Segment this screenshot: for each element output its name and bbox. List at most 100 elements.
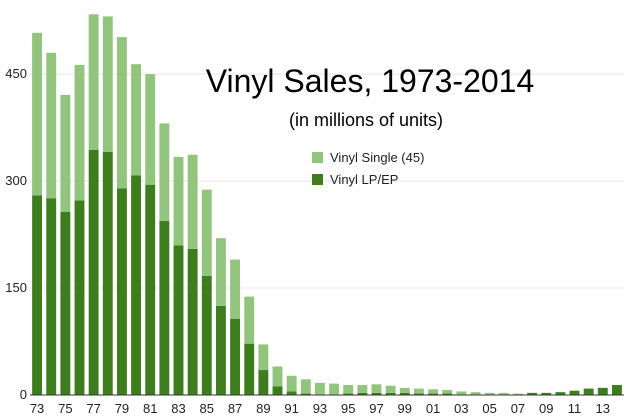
x-axis-ticks: 73 75 77 79 81 83 85 87 89 91 93 95 97 99 01 03 05 07 09 11… — [30, 401, 610, 416]
chart-subtitle: (in millions of units) — [289, 110, 443, 130]
bar-single-45 — [60, 94, 71, 212]
bar-lp-ep — [102, 151, 113, 395]
bar-single-45 — [498, 392, 509, 395]
x-tick-label: 79 — [115, 401, 129, 416]
x-tick-label: 75 — [58, 401, 72, 416]
bar-single-45 — [187, 154, 198, 249]
bar-lp-ep — [286, 391, 297, 395]
bar-single-45 — [399, 387, 410, 393]
bar-lp-ep — [131, 175, 142, 395]
x-tick-label: 95 — [341, 401, 355, 416]
bar-lp-ep — [583, 388, 594, 395]
legend-label-single: Vinyl Single (45) — [330, 150, 424, 165]
bar-single-45 — [343, 385, 354, 394]
bar-lp-ep — [555, 392, 566, 395]
bar-single-45 — [244, 296, 255, 344]
legend-swatch-lp — [312, 174, 323, 185]
x-tick-label: 01 — [426, 401, 440, 416]
bars — [32, 14, 622, 395]
bar-lp-ep — [201, 275, 212, 395]
bar-single-45 — [131, 64, 142, 176]
bar-lp-ep — [371, 392, 382, 395]
bar-single-45 — [159, 123, 170, 222]
bar-single-45 — [442, 390, 453, 394]
x-tick-label: 09 — [539, 401, 553, 416]
bar-single-45 — [456, 391, 467, 395]
bar-lp-ep — [442, 393, 453, 395]
chart-title: Vinyl Sales, 1973-2014 — [206, 63, 535, 99]
bar-lp-ep — [74, 200, 85, 395]
x-tick-label: 85 — [200, 401, 214, 416]
bar-lp-ep — [343, 393, 354, 395]
bar-single-45 — [413, 388, 424, 394]
bar-single-45 — [102, 16, 113, 152]
bar-single-45 — [88, 14, 99, 150]
y-axis-ticks: 0 150 300 450 — [5, 66, 27, 402]
bar-lp-ep — [258, 370, 269, 395]
bar-lp-ep — [428, 393, 439, 395]
legend: Vinyl Single (45) Vinyl LP/EP — [312, 150, 424, 187]
bar-single-45 — [428, 389, 439, 394]
x-tick-label: 93 — [313, 401, 327, 416]
bar-lp-ep — [413, 393, 424, 395]
bar-lp-ep — [159, 221, 170, 395]
bar-single-45 — [230, 259, 241, 319]
y-tick-label: 450 — [5, 66, 27, 81]
bar-lp-ep — [527, 392, 538, 395]
bar-single-45 — [329, 383, 340, 395]
x-tick-label: 03 — [454, 401, 468, 416]
x-tick-label: 81 — [143, 401, 157, 416]
legend-swatch-single — [312, 152, 323, 163]
bar-single-45 — [46, 52, 57, 199]
bar-lp-ep — [173, 245, 184, 395]
bar-lp-ep — [541, 392, 552, 395]
bar-lp-ep — [32, 195, 43, 395]
bar-lp-ep — [272, 386, 283, 395]
gridlines — [30, 73, 624, 289]
bar-lp-ep — [46, 198, 57, 395]
x-tick-label: 77 — [86, 401, 100, 416]
x-tick-label: 05 — [482, 401, 496, 416]
y-tick-label: 0 — [20, 387, 27, 402]
bar-lp-ep — [60, 211, 71, 395]
bar-lp-ep — [88, 149, 99, 395]
bar-single-45 — [470, 392, 481, 395]
x-tick-label: 13 — [596, 401, 610, 416]
x-tick-label: 97 — [369, 401, 383, 416]
bar-single-45 — [201, 189, 212, 276]
x-tick-label: 87 — [228, 401, 242, 416]
bar-lp-ep — [611, 385, 622, 395]
bar-lp-ep — [385, 392, 396, 395]
bar-single-45 — [74, 64, 85, 201]
bar-single-45 — [272, 366, 283, 387]
x-tick-label: 83 — [171, 401, 185, 416]
bar-lp-ep — [187, 248, 198, 395]
bar-lp-ep — [357, 392, 368, 395]
bar-lp-ep — [145, 184, 156, 395]
x-tick-label: 73 — [30, 401, 44, 416]
bar-lp-ep — [230, 318, 241, 395]
bar-lp-ep — [569, 390, 580, 395]
bar-lp-ep — [300, 393, 311, 395]
x-tick-label: 07 — [511, 401, 525, 416]
bar-single-45 — [512, 393, 523, 395]
bar-single-45 — [371, 384, 382, 393]
bar-lp-ep — [116, 188, 127, 395]
bar-single-45 — [300, 379, 311, 394]
bar-single-45 — [258, 344, 269, 371]
bar-single-45 — [145, 74, 156, 185]
x-tick-label: 99 — [398, 401, 412, 416]
bar-single-45 — [173, 156, 184, 246]
bar-single-45 — [385, 385, 396, 393]
bar-single-45 — [32, 32, 43, 196]
legend-label-lp: Vinyl LP/EP — [330, 172, 398, 187]
bar-lp-ep — [244, 343, 255, 395]
bar-single-45 — [215, 238, 226, 306]
x-tick-label: 89 — [256, 401, 270, 416]
bar-lp-ep — [597, 387, 608, 395]
y-tick-label: 150 — [5, 280, 27, 295]
bar-lp-ep — [399, 392, 410, 395]
bar-single-45 — [314, 382, 325, 395]
bar-single-45 — [286, 375, 297, 392]
